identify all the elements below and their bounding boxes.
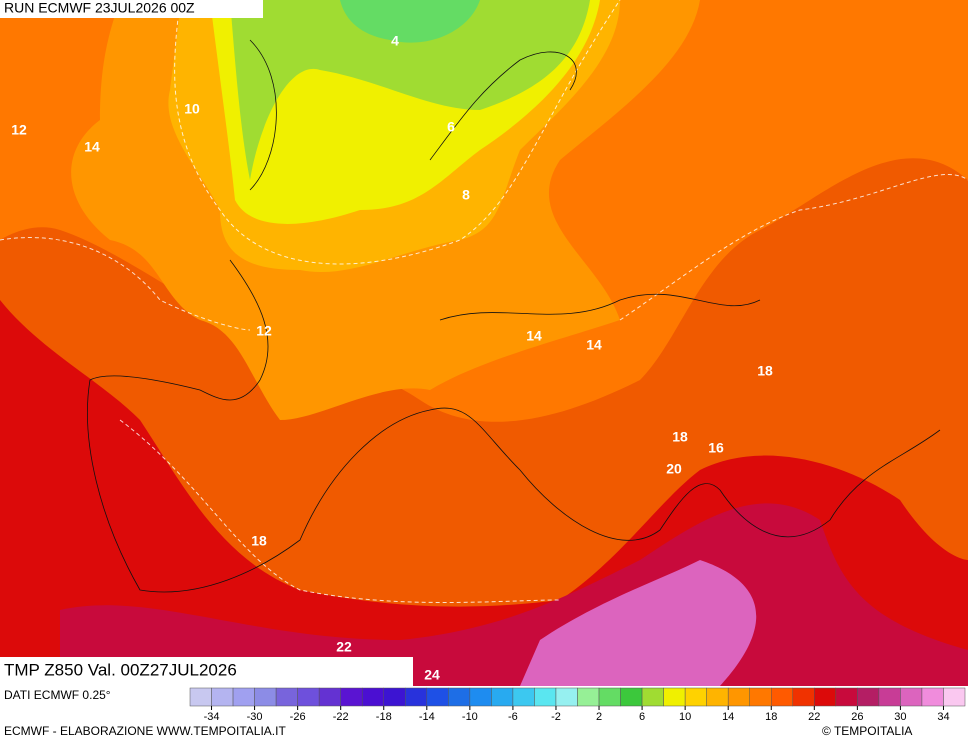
- colorbar-swatch: [577, 687, 600, 707]
- colorbar-tick-label: -10: [462, 711, 478, 723]
- colorbar-tick-label: -14: [419, 711, 435, 723]
- colorbar-swatch: [297, 687, 320, 707]
- product-box: [0, 657, 413, 686]
- colorbar-swatch: [254, 687, 277, 707]
- colorbar-swatch: [684, 687, 707, 707]
- colorbar-swatch: [706, 687, 729, 707]
- contour-label: 14: [84, 139, 100, 155]
- colorbar-tick-label: -30: [247, 711, 263, 723]
- colorbar-swatch: [232, 687, 255, 707]
- colorbar-swatch: [771, 687, 794, 707]
- contour-label: 18: [757, 363, 773, 379]
- colorbar-tick-label: 2: [596, 711, 602, 723]
- colorbar-swatch: [555, 687, 578, 707]
- colorbar-tick-label: 34: [937, 711, 949, 723]
- contour-label: 14: [586, 337, 602, 353]
- colorbar-tick-label: 30: [894, 711, 906, 723]
- colorbar-swatch: [469, 687, 492, 707]
- colorbar: -34 -30 -26 -22 -18 -14 -10 -6 -2 2 6 10 14 18 22 26 30 3…: [189, 687, 966, 723]
- colorbar-swatch: [663, 687, 686, 707]
- colorbar-swatch: [620, 687, 643, 707]
- contour-label: 24: [424, 667, 440, 683]
- colorbar-swatch: [857, 687, 880, 707]
- isotherm: [0, 237, 251, 331]
- colorbar-tick-label: -18: [376, 711, 392, 723]
- colorbar-tick-label: -34: [204, 711, 220, 723]
- colorbar-swatch: [275, 687, 298, 707]
- colorbar-swatch: [749, 687, 772, 707]
- colorbar-swatch: [900, 687, 923, 707]
- run-label: RUN ECMWF 23JUL2026 00Z: [4, 0, 195, 16]
- colorbar-tick-label: -6: [508, 711, 518, 723]
- colorbar-swatch: [405, 687, 428, 707]
- colorbar-swatch: [318, 687, 341, 707]
- zone-6: [230, 0, 590, 180]
- colorbar-tick-label: -22: [333, 711, 349, 723]
- contour-label: 10: [184, 101, 200, 117]
- colorbar-swatch: [211, 687, 234, 707]
- product-label: TMP Z850 Val. 00Z27JUL2026: [4, 660, 237, 679]
- source-label: DATI ECMWF 0.25°: [4, 688, 111, 702]
- border: [249, 39, 761, 321]
- contour-label: 6: [447, 119, 455, 135]
- zone-26: [520, 560, 757, 686]
- contour-label: 12: [256, 323, 272, 339]
- isotherm: [619, 174, 968, 321]
- colorbar-swatch: [361, 687, 385, 707]
- zone-4: [340, 0, 480, 43]
- colorbar-tick-label: 22: [808, 711, 820, 723]
- colorbar-swatch: [792, 687, 815, 707]
- colorbar-tick-label: 6: [639, 711, 645, 723]
- colorbar-swatch: [943, 687, 966, 707]
- map: 4 6 8 10 12 14 12 14 14 18 18 16 20 18 2…: [0, 0, 968, 686]
- colorbar-swatch: [189, 687, 212, 707]
- contour-label: 18: [251, 533, 267, 549]
- contour-label: 16: [708, 440, 724, 456]
- credit-label: ECMWF - ELABORAZIONE WWW.TEMPOITALIA.IT: [4, 724, 286, 738]
- colorbar-swatch: [340, 687, 363, 707]
- colorbar-swatch: [426, 687, 449, 707]
- contour-label: 20: [666, 461, 682, 477]
- colorbar-swatch: [814, 687, 837, 707]
- colorbar-swatch: [534, 687, 557, 707]
- isotherm: [174, 0, 621, 265]
- contour-label: 4: [391, 33, 399, 49]
- contour-label: 14: [526, 328, 542, 344]
- colorbar-swatch: [491, 687, 514, 707]
- colorbar-tick-label: 10: [679, 711, 691, 723]
- header-box: [0, 0, 263, 18]
- coastline: [87, 259, 941, 593]
- copyright-label: © TEMPOITALIA: [822, 724, 912, 738]
- colorbar-tick-label: 14: [722, 711, 734, 723]
- contour-label: 8: [462, 187, 470, 203]
- isotherm: [119, 419, 561, 603]
- colorbar-swatch: [727, 687, 750, 707]
- colorbar-swatch: [383, 687, 406, 707]
- colorbar-swatch: [598, 687, 621, 707]
- colorbar-tick-label: -2: [551, 711, 561, 723]
- colorbar-swatch: [835, 687, 858, 707]
- colorbar-tick-label: -26: [290, 711, 306, 723]
- contour-label: 12: [11, 122, 27, 138]
- colorbar-swatch: [448, 687, 471, 707]
- colorbar-swatch: [641, 687, 664, 707]
- colorbar-tick-label: 18: [765, 711, 777, 723]
- contour-label: 22: [336, 639, 352, 655]
- colorbar-swatch: [512, 687, 535, 707]
- contour-label: 18: [672, 429, 688, 445]
- colorbar-swatch: [921, 687, 944, 707]
- colorbar-swatch: [878, 687, 901, 707]
- colorbar-tick-label: 26: [851, 711, 863, 723]
